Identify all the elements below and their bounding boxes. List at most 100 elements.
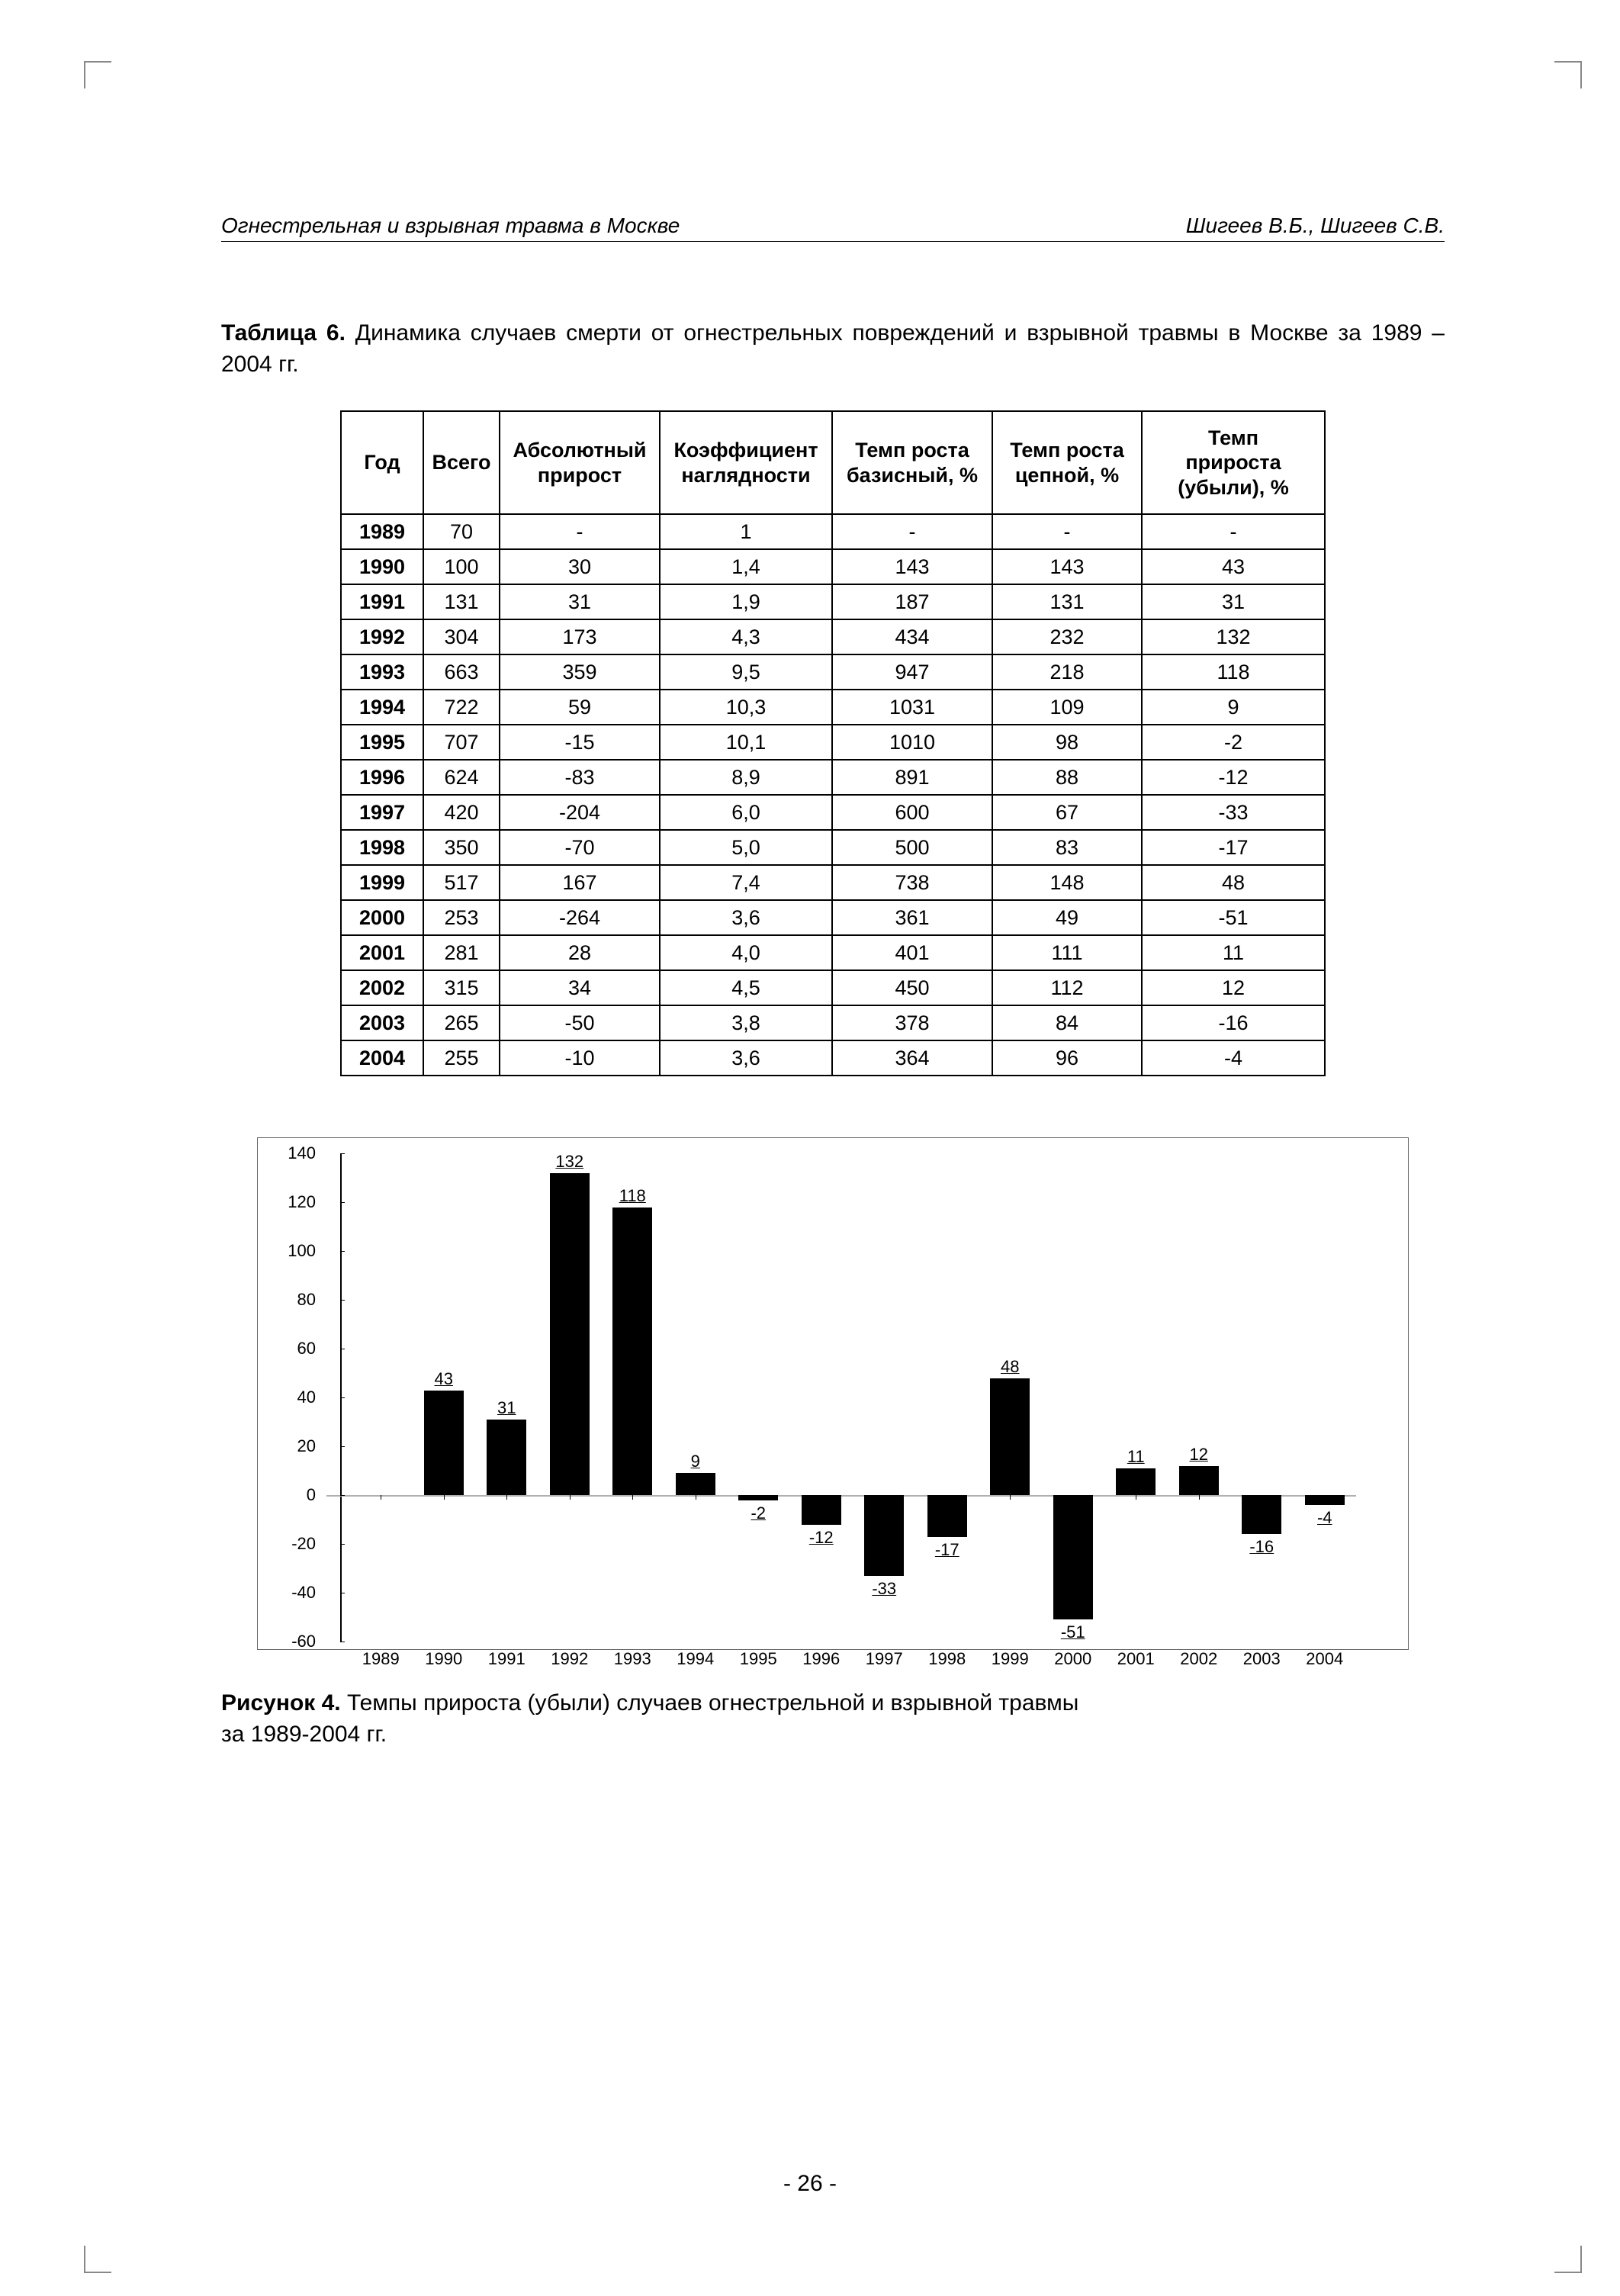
table-cell: -17 (1142, 830, 1325, 865)
table-cell: 378 (832, 1005, 992, 1040)
table-cell: -33 (1142, 795, 1325, 830)
x-tick-label: 1991 (488, 1649, 526, 1669)
table-cell: 4,3 (660, 619, 832, 654)
table-cell: 7,4 (660, 865, 832, 900)
x-tick-label: 2000 (1054, 1649, 1091, 1669)
table-cell: 600 (832, 795, 992, 830)
table-cell: 173 (500, 619, 660, 654)
table-cell: 98 (992, 725, 1142, 760)
bar-value-label: 48 (1001, 1357, 1019, 1377)
table-cell: 1992 (341, 619, 423, 654)
y-tick-label: 20 (281, 1436, 326, 1456)
table-cell: -12 (1142, 760, 1325, 795)
table-cell: 1990 (341, 549, 423, 584)
table-head: ГодВсегоАбсолютныйприростКоэффициентнагл… (341, 411, 1325, 514)
table-cell: 500 (832, 830, 992, 865)
table-cell: 8,9 (660, 760, 832, 795)
crop-mark (84, 61, 111, 88)
table-cell: 2000 (341, 900, 423, 935)
table-row: 2000253-2643,636149-51 (341, 900, 1325, 935)
table-cell: 420 (423, 795, 500, 830)
table-cell: - (992, 514, 1142, 549)
table-cell: 361 (832, 900, 992, 935)
bar-value-label: 31 (497, 1398, 516, 1418)
table-cell: 1031 (832, 690, 992, 725)
table-cell: 31 (500, 584, 660, 619)
table-cell: -70 (500, 830, 660, 865)
table-cell: 9,5 (660, 654, 832, 690)
table-cell: 111 (992, 935, 1142, 970)
table-cell: 2002 (341, 970, 423, 1005)
table-row: 1996624-838,989188-12 (341, 760, 1325, 795)
y-tick-label: -60 (281, 1632, 326, 1651)
table-cell: 2001 (341, 935, 423, 970)
table-cell: 49 (992, 900, 1142, 935)
chart-bar (550, 1173, 590, 1495)
x-tick-label: 1994 (677, 1649, 714, 1669)
table-cell: 59 (500, 690, 660, 725)
bar-value-label: 132 (555, 1152, 583, 1172)
x-tick-label: 1993 (614, 1649, 651, 1669)
table-cell: 401 (832, 935, 992, 970)
table-cell: -16 (1142, 1005, 1325, 1040)
page-number: - 26 - (0, 2171, 1620, 2197)
table-cell: 131 (423, 584, 500, 619)
bar-value-label: 43 (435, 1369, 453, 1389)
bar-value-label: -12 (809, 1528, 834, 1548)
table-cell: 1996 (341, 760, 423, 795)
table-cell: 48 (1142, 865, 1325, 900)
x-tick-label: 1997 (866, 1649, 903, 1669)
table-header-cell: Темпприроста(убыли), % (1142, 411, 1325, 514)
table-cell: 112 (992, 970, 1142, 1005)
table-cell: -4 (1142, 1040, 1325, 1076)
x-tick-label: 1992 (551, 1649, 588, 1669)
table-cell: 255 (423, 1040, 500, 1076)
table-body: 198970-1---1990100301,414314343199113131… (341, 514, 1325, 1076)
data-table: ГодВсегоАбсолютныйприростКоэффициентнагл… (340, 410, 1326, 1076)
table-cell: 3,6 (660, 1040, 832, 1076)
bar-value-label: -4 (1317, 1508, 1332, 1528)
table-cell: 1993 (341, 654, 423, 690)
chart-bar (802, 1495, 841, 1524)
table-cell: 12 (1142, 970, 1325, 1005)
table-cell: 2003 (341, 1005, 423, 1040)
table-cell: 707 (423, 725, 500, 760)
chart-bar (1116, 1468, 1156, 1495)
header-left: Огнестрельная и взрывная травма в Москве (221, 214, 680, 238)
table-cell: 359 (500, 654, 660, 690)
table-cell: 5,0 (660, 830, 832, 865)
bar-chart: -60-40-200204060801001201401989199043199… (326, 1153, 1356, 1642)
x-tick-label: 2001 (1117, 1649, 1155, 1669)
bar-value-label: -17 (935, 1540, 959, 1560)
y-tick (340, 1495, 345, 1496)
x-tick-label: 2004 (1306, 1649, 1343, 1669)
table-header-row: ГодВсегоАбсолютныйприростКоэффициентнагл… (341, 411, 1325, 514)
table-cell: 84 (992, 1005, 1142, 1040)
bar-value-label: 11 (1127, 1447, 1145, 1467)
y-tick-label: 40 (281, 1388, 326, 1407)
table-cell: 663 (423, 654, 500, 690)
table-cell: 1991 (341, 584, 423, 619)
table-cell: 2004 (341, 1040, 423, 1076)
table-row: 1990100301,414314343 (341, 549, 1325, 584)
table-caption-text: Динамика случаев смерти от огнестрельных… (221, 320, 1445, 377)
table-cell: 11 (1142, 935, 1325, 970)
chart-wrapper: -60-40-200204060801001201401989199043199… (257, 1137, 1409, 1650)
table-cell: 70 (423, 514, 500, 549)
table-cell: 517 (423, 865, 500, 900)
table-cell: 43 (1142, 549, 1325, 584)
table-cell: 148 (992, 865, 1142, 900)
table-header-cell: Темп ростацепной, % (992, 411, 1142, 514)
table-cell: 1999 (341, 865, 423, 900)
table-cell: 31 (1142, 584, 1325, 619)
table-cell: 434 (832, 619, 992, 654)
chart-bar (738, 1495, 778, 1500)
chart-bar (927, 1495, 967, 1536)
chart-bar (864, 1495, 904, 1576)
table-caption: Таблица 6. Динамика случаев смерти от ог… (221, 318, 1445, 380)
chart-bar (990, 1378, 1030, 1496)
table-cell: 118 (1142, 654, 1325, 690)
table-cell: 6,0 (660, 795, 832, 830)
bar-value-label: 118 (619, 1186, 646, 1206)
table-cell: 253 (423, 900, 500, 935)
